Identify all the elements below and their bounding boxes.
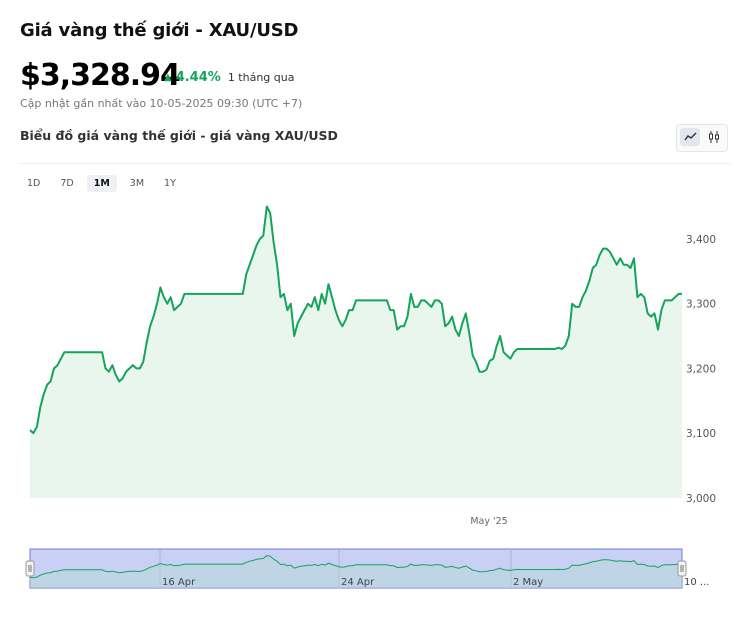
range-tab-7d[interactable]: 7D (60, 178, 74, 189)
navigator-label: 24 Apr (341, 577, 375, 588)
change-period: 1 tháng qua (227, 71, 295, 84)
current-price: $3,328.94 (20, 58, 181, 93)
navigator-right-handle[interactable] (677, 560, 687, 577)
change-percent: 4.44% (175, 70, 221, 85)
chart-type-toggle (676, 124, 728, 152)
navigator-area (30, 555, 682, 588)
candlestick-icon (709, 131, 719, 143)
chart-title: Biểu đồ giá vàng thế giới - giá vàng XAU… (20, 128, 338, 143)
navigator-label: 2 May (513, 577, 543, 588)
range-tab-3m[interactable]: 3M (129, 178, 145, 189)
page-title: Giá vàng thế giới - XAU/USD (20, 20, 299, 41)
navigator-label: 10 ... (684, 577, 709, 588)
y-tick-label: 3,300 (686, 299, 716, 311)
y-tick-label: 3,000 (686, 493, 716, 505)
y-tick-label: 3,100 (686, 428, 716, 440)
price-line (29, 205, 682, 435)
y-tick-label: 3,400 (686, 234, 716, 246)
last-updated: Cập nhật gần nhất vào 10-05-2025 09:30 (… (20, 97, 303, 110)
handle-box (25, 560, 35, 577)
x-tick-label: May '25 (470, 516, 507, 527)
range-tab-1d[interactable]: 1D (27, 178, 41, 189)
navigator-label: 16 Apr (162, 577, 196, 588)
navigator-line (29, 555, 682, 579)
price-area (30, 206, 682, 498)
y-tick-label: 3,200 (686, 363, 716, 375)
line-chart-icon (683, 132, 696, 141)
range-tab-1m[interactable]: 1M (86, 175, 117, 192)
handle-box (677, 560, 687, 577)
candlestick-chart-button[interactable] (704, 128, 724, 146)
navigator-left-handle[interactable] (25, 560, 35, 577)
range-tab-1y[interactable]: 1Y (164, 178, 176, 189)
range-selector: 1D 7D 1M 3M 1Y (20, 175, 183, 192)
price-change: ▲ 4.44% 1 tháng qua (164, 70, 294, 85)
line-chart-button[interactable] (680, 128, 700, 146)
header-divider (20, 163, 730, 164)
up-arrow-icon: ▲ (164, 72, 172, 83)
navigator-selection (29, 548, 683, 589)
price-chart[interactable]: 3,000 3,100 3,200 3,300 3,400 May '25 (0, 0, 750, 540)
